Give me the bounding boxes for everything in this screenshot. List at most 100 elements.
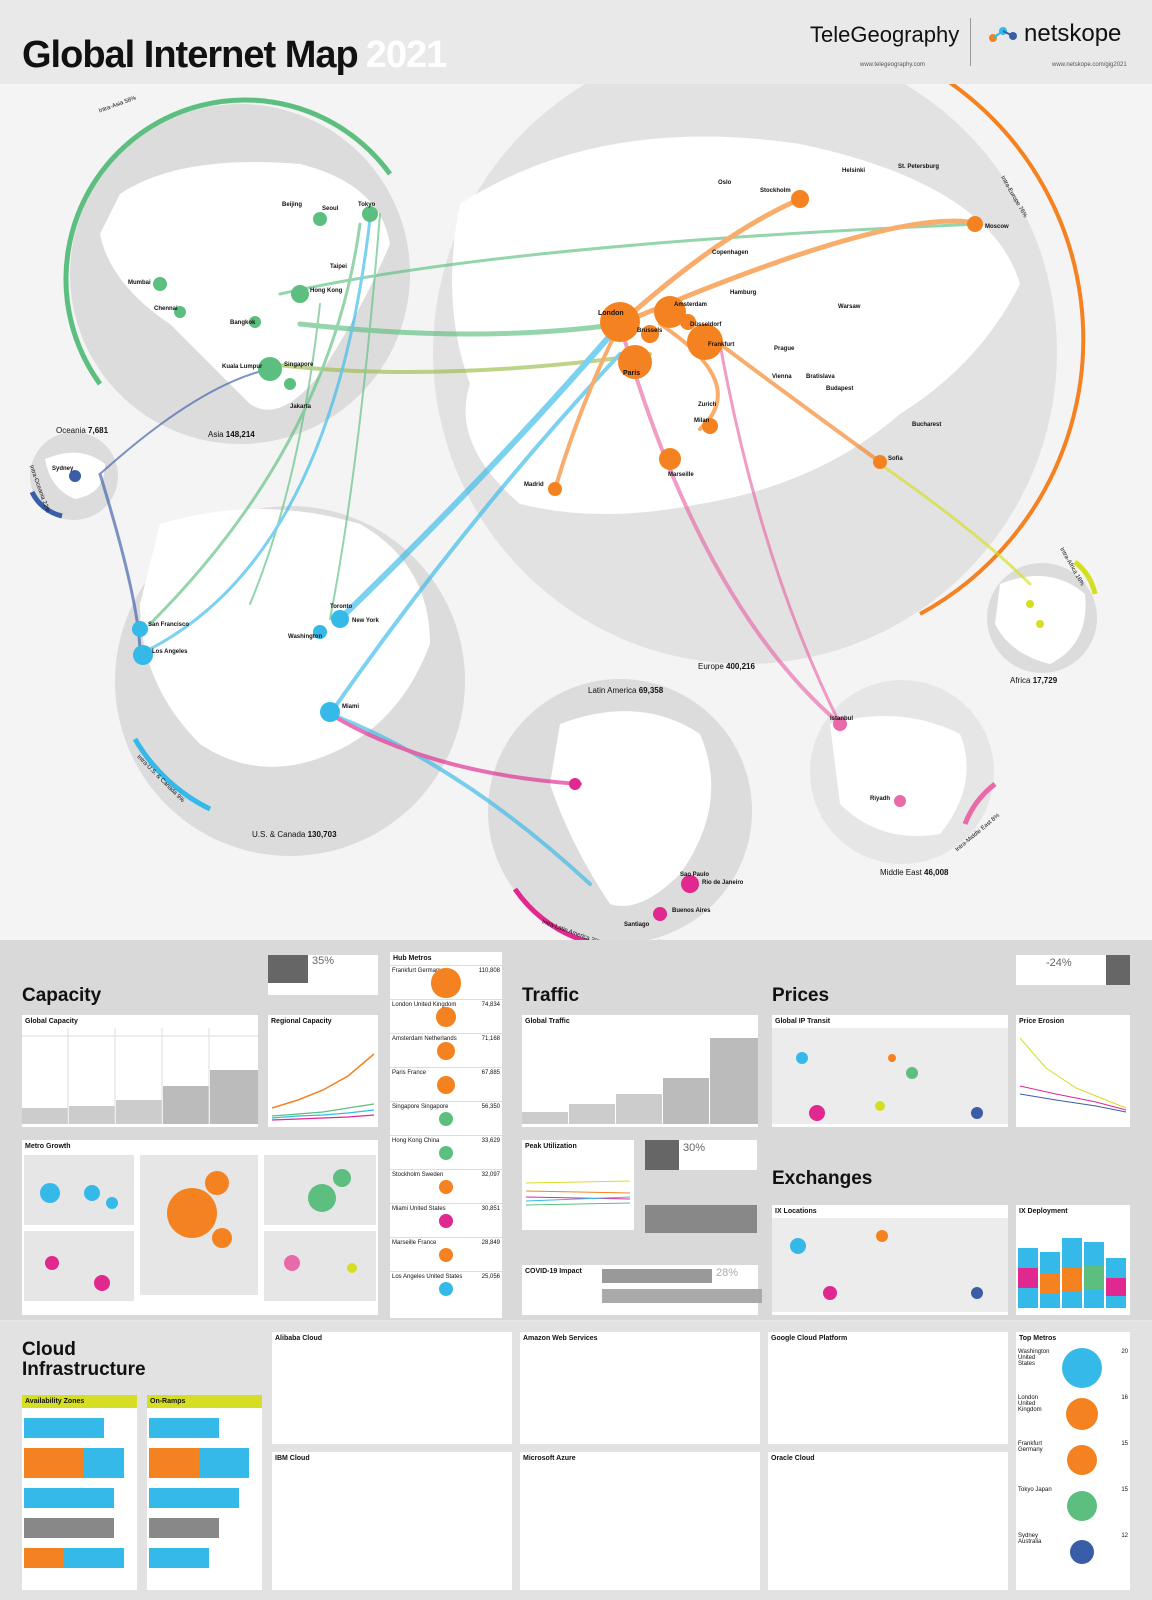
netskope-url: www.netskope.com/gig2021 [1052, 62, 1127, 68]
hub-metro-row: London United Kingdom 74,834 [390, 999, 502, 1033]
us-canada-arc [132, 737, 212, 812]
top-metro-city: Frankfurt Germany [1018, 1441, 1043, 1453]
hub-metro-pie [439, 1146, 453, 1160]
hub-metro-value: 110,808 [478, 968, 500, 974]
top-metro-row: Frankfurt Germany 15 [1016, 1437, 1130, 1483]
city-label: Vienna [772, 374, 792, 380]
region-value: 69,358 [638, 686, 664, 695]
city-label: Los Angeles [152, 649, 188, 655]
cloud-map-azure: Microsoft Azure [520, 1452, 760, 1590]
prices-stat-box: -24% [1016, 955, 1130, 985]
city-label: Bratislava [806, 374, 835, 380]
city-label: Sofia [888, 456, 903, 462]
top-metro-value: 20 [1121, 1349, 1128, 1355]
hub-metro-pie [431, 968, 461, 998]
title-text: Global Internet Map [22, 34, 359, 76]
hub-metro-pie [437, 1076, 455, 1094]
hub-metro-city: Hong Kong China [392, 1138, 440, 1144]
city-label: Chennai [154, 306, 178, 312]
panel-title: Global IP Transit [775, 1018, 831, 1025]
region-value: 7,681 [88, 426, 109, 435]
page-title: Global Internet Map 2021 [22, 34, 447, 77]
provider-name: Amazon Web Services [523, 1335, 598, 1342]
city-label: Taipei [330, 264, 347, 270]
panel-title: Metro Growth [25, 1143, 71, 1150]
city-label: Hamburg [730, 290, 757, 296]
region-value: 130,703 [307, 830, 337, 839]
region-name: U.S. & Canada [252, 830, 306, 839]
traffic-stat-box: 30% [645, 1140, 757, 1170]
telegeography-logo: TeleGeography [810, 22, 960, 47]
top-metros-list: Washington United States 20 London United … [1016, 1345, 1130, 1575]
city-label: Seoul [322, 206, 339, 212]
city-label: Bucharest [912, 422, 942, 428]
capacity-stat-box: 35% [268, 955, 378, 995]
global-capacity-bars [22, 1028, 258, 1124]
hub-metro-city: Frankfurt Germany [392, 968, 443, 974]
city-label: Marseille [668, 472, 694, 478]
city-label: Madrid [524, 482, 544, 488]
city-label: Buenos Aires [672, 908, 711, 914]
hub-metro-value: 67,885 [481, 1070, 500, 1076]
cloud-map-ibm: IBM Cloud [272, 1452, 512, 1590]
global-traffic-bars [522, 1038, 758, 1124]
netskope-logo: netskope [988, 20, 1121, 48]
hub-metro-pie [439, 1248, 453, 1262]
top-metro-city: London United Kingdom [1018, 1395, 1042, 1413]
cloud-title-line2: Infrastructure [22, 1359, 146, 1380]
hub-metro-pie [436, 1007, 456, 1027]
header: Global Internet Map 2021 TeleGeography ww… [0, 0, 1152, 84]
stat-block [1106, 955, 1130, 985]
hub-metro-city: Miami United States [392, 1206, 446, 1212]
city-label: Istanbul [830, 716, 854, 722]
city-label: Beijing [282, 202, 303, 208]
on-ramps-chart: On-Ramps [147, 1395, 262, 1590]
ix-deployment-chart: IX Deployment [1016, 1205, 1130, 1315]
hub-metro-row: Frankfurt Germany 110,808 [390, 965, 502, 999]
panel-title: Global Capacity [25, 1018, 78, 1025]
top-metro-circle [1062, 1348, 1102, 1388]
top-metro-value: 15 [1121, 1487, 1128, 1493]
regional-capacity-chart: Regional Capacity [268, 1015, 378, 1127]
global-capacity-chart: Global Capacity [22, 1015, 258, 1127]
region-value: 46,008 [924, 868, 949, 877]
city-label: Sydney [52, 466, 74, 472]
top-metro-circle [1067, 1445, 1097, 1475]
top-metro-value: 16 [1121, 1395, 1128, 1401]
panel-title: Availability Zones [22, 1395, 137, 1408]
top-metros-panel: Top Metros Washington United States 20 Lon… [1016, 1332, 1130, 1590]
hub-metro-city: Marseille France [392, 1240, 437, 1246]
peak-utilization-lines [525, 1180, 631, 1206]
panel-title: Price Erosion [1019, 1018, 1065, 1025]
panel-title: On-Ramps [147, 1395, 262, 1408]
city-label: Warsaw [838, 304, 861, 310]
city-label: Sao Paulo [680, 872, 710, 878]
hub-metro-row: Hong Kong China 33,629 [390, 1135, 502, 1169]
oceania-arc [29, 490, 63, 519]
region-value: 17,729 [1032, 676, 1058, 685]
city-label: Budapest [826, 386, 854, 392]
regional-capacity-lines [271, 1053, 375, 1121]
provider-name: Oracle Cloud [771, 1455, 815, 1462]
price-erosion-lines [1019, 1037, 1127, 1113]
hub-metro-value: 71,168 [481, 1036, 500, 1042]
stat-block [645, 1140, 679, 1170]
region-name: Middle East [880, 868, 922, 877]
africa-arc [1073, 560, 1098, 595]
panel-title: COVID-19 Impact [525, 1268, 582, 1275]
panel-title: Hub Metros [393, 955, 432, 962]
city-label: Kuala Lumpur [222, 364, 263, 370]
city-label: Oslo [718, 180, 732, 186]
region-label-latin-america: Latin America 69,358 [588, 686, 663, 695]
cloud-map-oracle: Oracle Cloud [768, 1452, 1008, 1590]
ix-stacked-bars [1018, 1238, 1126, 1308]
metro-growth-maps [24, 1155, 376, 1301]
hub-metro-row: Los Angeles United States 25,056 [390, 1271, 502, 1305]
hub-metro-value: 30,851 [481, 1206, 500, 1212]
top-metro-circle [1067, 1491, 1097, 1521]
routes [98, 196, 1032, 886]
top-metro-row: Tokyo Japan 15 [1016, 1483, 1130, 1529]
hub-metro-row: Paris France 67,885 [390, 1067, 502, 1101]
covid-bar-a [602, 1269, 712, 1283]
land-masses [45, 136, 1086, 906]
